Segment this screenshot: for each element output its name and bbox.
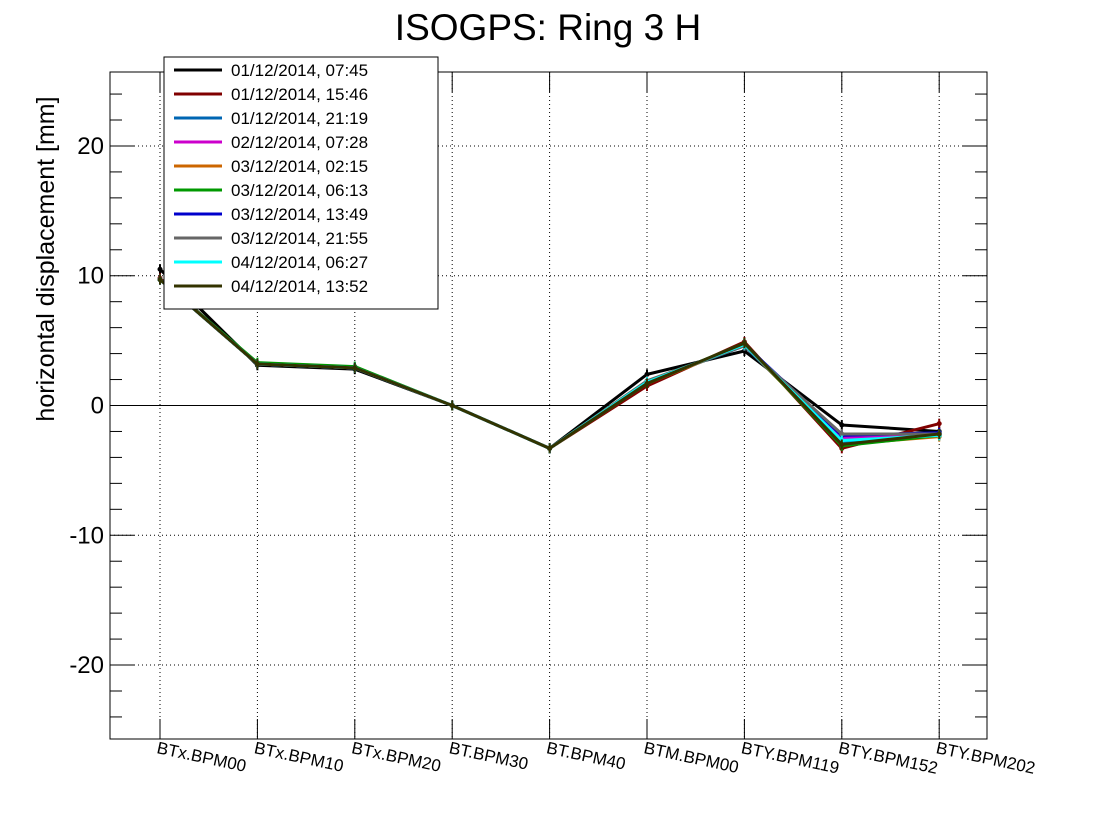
data-point xyxy=(352,365,358,371)
y-tick-label: 20 xyxy=(77,133,104,160)
legend-entry-label: 04/12/2014, 06:27 xyxy=(231,253,368,272)
y-axis-label: horizontal displacement [mm] xyxy=(32,96,60,421)
data-point xyxy=(839,422,845,428)
data-point xyxy=(936,431,942,437)
data-point xyxy=(157,266,163,272)
data-point xyxy=(741,348,747,354)
data-point xyxy=(644,371,650,377)
data-point xyxy=(449,403,455,408)
legend-box xyxy=(163,56,439,310)
legend-entry-label: 01/12/2014, 21:19 xyxy=(231,109,368,128)
data-point xyxy=(547,445,553,451)
legend-entry-label: 01/12/2014, 15:46 xyxy=(231,85,368,104)
series xyxy=(157,274,942,454)
y-tick-label: -10 xyxy=(69,522,104,549)
data-point xyxy=(936,421,942,427)
data-point xyxy=(741,340,747,346)
y-tick-label: 0 xyxy=(91,393,104,420)
data-point xyxy=(839,431,845,437)
legend-entry-label: 04/12/2014, 13:52 xyxy=(231,277,368,296)
legend-entry-label: 03/12/2014, 06:13 xyxy=(231,181,368,200)
legend-entry-label: 03/12/2014, 21:55 xyxy=(231,229,368,248)
legend: 01/12/2014, 07:45 01/12/2014, 15:46 01/12/… xyxy=(163,56,439,310)
y-tick-label: 10 xyxy=(77,263,104,290)
data-point xyxy=(157,277,163,283)
series-group xyxy=(157,264,942,454)
chart-title: ISOGPS: Ring 3 H xyxy=(395,7,701,48)
legend-entry-label: 03/12/2014, 02:15 xyxy=(231,157,368,176)
y-tick-label: -20 xyxy=(69,652,104,679)
data-point xyxy=(839,441,845,447)
data-point xyxy=(254,361,260,367)
legend-entry-label: 01/12/2014, 07:45 xyxy=(231,61,368,80)
data-point xyxy=(644,380,650,386)
legend-entry-label: 02/12/2014, 07:28 xyxy=(231,133,368,152)
legend-entry-label: 03/12/2014, 13:49 xyxy=(231,205,368,224)
